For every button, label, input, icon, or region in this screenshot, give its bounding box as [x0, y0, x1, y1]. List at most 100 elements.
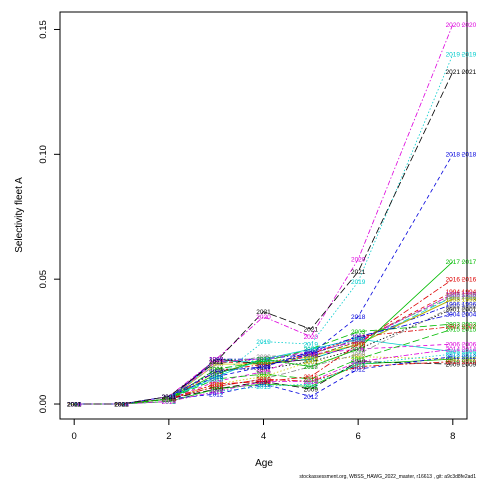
point-label: 2000 — [446, 294, 461, 301]
point-label-end: 2020 — [462, 22, 477, 29]
y-tick-label: 0.00 — [38, 395, 49, 414]
point-label: 2015 — [304, 376, 319, 383]
point-label-end: 2016 — [462, 277, 477, 284]
point-label: 2013 — [446, 351, 461, 358]
point-label: 2003 — [209, 366, 224, 373]
point-label: 2006 — [67, 401, 82, 408]
point-label-end: 2000 — [462, 294, 477, 301]
y-axis-label: Selectivity fleet A — [14, 177, 25, 253]
point-label: 1997 — [67, 401, 82, 408]
point-label: 2002 — [351, 334, 366, 341]
point-label: 2017 — [114, 401, 129, 408]
point-label: 2010 — [114, 401, 129, 408]
point-label: 1993 — [209, 356, 224, 363]
point-label: 2011 — [304, 384, 318, 391]
point-label: 2015 — [114, 401, 129, 408]
point-label: 2017 — [209, 371, 224, 378]
point-label: 2013 — [114, 401, 129, 408]
point-label: 2009 — [304, 386, 319, 393]
point-label: 2006 — [256, 369, 271, 376]
point-label: 2001 — [304, 359, 319, 366]
point-label: 2014 — [304, 379, 319, 386]
point-label: 2011 — [257, 381, 271, 388]
point-label: 2004 — [256, 364, 271, 371]
point-label: 2013 — [67, 401, 82, 408]
point-label: 2018 — [114, 401, 129, 408]
point-label: 2016 — [67, 401, 82, 408]
point-label-end: 1997 — [462, 294, 477, 301]
series-line-1994 — [74, 291, 453, 405]
point-label: 1999 — [304, 354, 319, 361]
point-label: 2004 — [304, 349, 319, 356]
point-label: 2021 — [446, 69, 461, 76]
point-label: 2009 — [351, 359, 366, 366]
footer-credit: stockassessment.org, WBSS_HAWG_2022_mast… — [299, 474, 476, 480]
point-label: 1995 — [351, 339, 366, 346]
point-label: 2020 — [114, 401, 129, 408]
point-label: 2009 — [114, 401, 129, 408]
x-tick-label: 6 — [356, 431, 361, 442]
point-label: 2015 — [256, 371, 271, 378]
point-label: 2011 — [67, 401, 81, 408]
point-label: 2000 — [304, 351, 319, 358]
point-label: 2005 — [67, 401, 82, 408]
point-label: 2000 — [256, 354, 271, 361]
point-label: 2007 — [114, 401, 129, 408]
point-label: 2014 — [162, 399, 177, 406]
y-axis: 0.00 0.05 0.10 0.15 — [38, 20, 61, 414]
point-label: 1993 — [256, 361, 271, 368]
point-label: 2018 — [67, 401, 82, 408]
point-label: 2011 — [351, 361, 365, 368]
point-label: 2008 — [209, 384, 224, 391]
point-label: 2018 — [446, 152, 461, 159]
point-label: 2017 — [446, 259, 461, 266]
point-label: 2016 — [304, 374, 319, 381]
point-label: 1998 — [351, 339, 366, 346]
point-label: 2020 — [256, 314, 271, 321]
point-label: 2005 — [351, 336, 366, 343]
point-label: 2012 — [446, 354, 461, 361]
point-label: 2007 — [209, 381, 224, 388]
point-label: 2008 — [256, 376, 271, 383]
point-label: 2010 — [446, 359, 461, 366]
point-label: 2020 — [209, 356, 224, 363]
point-label: 2018 — [304, 351, 319, 358]
series-line-2014 — [74, 348, 453, 405]
point-label: 1999 — [446, 296, 461, 303]
point-label-end: 2002 — [462, 324, 477, 331]
point-label: 2012 — [256, 381, 271, 388]
point-label: 2013 — [162, 399, 177, 406]
point-label: 2020 — [446, 22, 461, 29]
point-label: 2020 — [162, 394, 177, 401]
point-label: 1993 — [67, 401, 82, 408]
point-label: 2021 — [162, 394, 177, 401]
point-label: 2016 — [162, 396, 177, 403]
point-label: 2009 — [162, 396, 177, 403]
point-label: 2019 — [209, 376, 224, 383]
point-label-end: 2013 — [462, 351, 477, 358]
point-label: 2007 — [351, 354, 366, 361]
point-label: 2017 — [304, 364, 319, 371]
point-label: 2015 — [209, 376, 224, 383]
point-label: 2004 — [67, 401, 82, 408]
point-label: 2011 — [162, 399, 176, 406]
point-label: 2013 — [256, 384, 271, 391]
point-label-end: 2021 — [462, 69, 477, 76]
point-label: 2016 — [256, 379, 271, 386]
point-label-end: 2006 — [462, 341, 477, 348]
point-label: 2003 — [67, 401, 82, 408]
point-label: 2014 — [446, 346, 461, 353]
point-label: 1996 — [446, 301, 461, 308]
point-label: 2021 — [256, 309, 271, 316]
point-label: 2003 — [304, 346, 319, 353]
point-label: 2006 — [114, 401, 129, 408]
point-label: 2014 — [209, 389, 224, 396]
point-label: 2009 — [209, 386, 224, 393]
point-label: 2019 — [114, 401, 129, 408]
point-label: 1997 — [256, 359, 271, 366]
x-axis: 0 2 4 6 8 — [72, 418, 455, 442]
point-label: 2006 — [446, 341, 461, 348]
point-label: 2001 — [114, 401, 129, 408]
point-label-end: 1994 — [462, 289, 477, 296]
